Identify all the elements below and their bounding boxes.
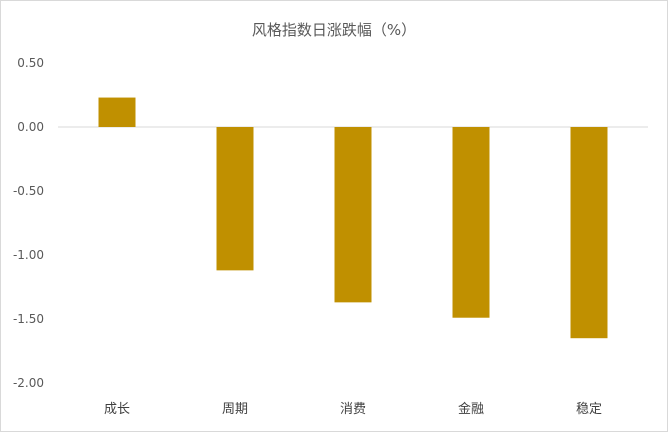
bars: [98, 97, 608, 339]
x-category-label: 周期: [222, 402, 248, 417]
chart-title: 风格指数日涨跌幅（%）: [251, 21, 417, 39]
x-axis-categories: 成长 周期 消费 金融 稳定: [104, 401, 602, 417]
bar-4: [452, 127, 490, 318]
bar-2: [216, 127, 254, 271]
bar-1: [98, 97, 136, 127]
y-tick-label: -1.50: [13, 312, 44, 326]
y-tick-label: -2.00: [13, 376, 44, 390]
x-category-label: 金融: [458, 401, 484, 417]
y-tick-label: -0.50: [13, 184, 44, 198]
x-category-label: 成长: [104, 402, 130, 417]
x-category-label: 稳定: [576, 401, 602, 417]
y-axis-ticks: 0.50 0.00 -0.50 -1.00 -1.50 -2.00: [13, 56, 44, 390]
bar-3: [334, 127, 372, 303]
bar-5: [570, 127, 608, 339]
y-tick-label: 0.00: [17, 120, 44, 134]
y-tick-label: 0.50: [17, 56, 44, 70]
y-tick-label: -1.00: [13, 248, 44, 262]
x-category-label: 消费: [340, 402, 366, 417]
